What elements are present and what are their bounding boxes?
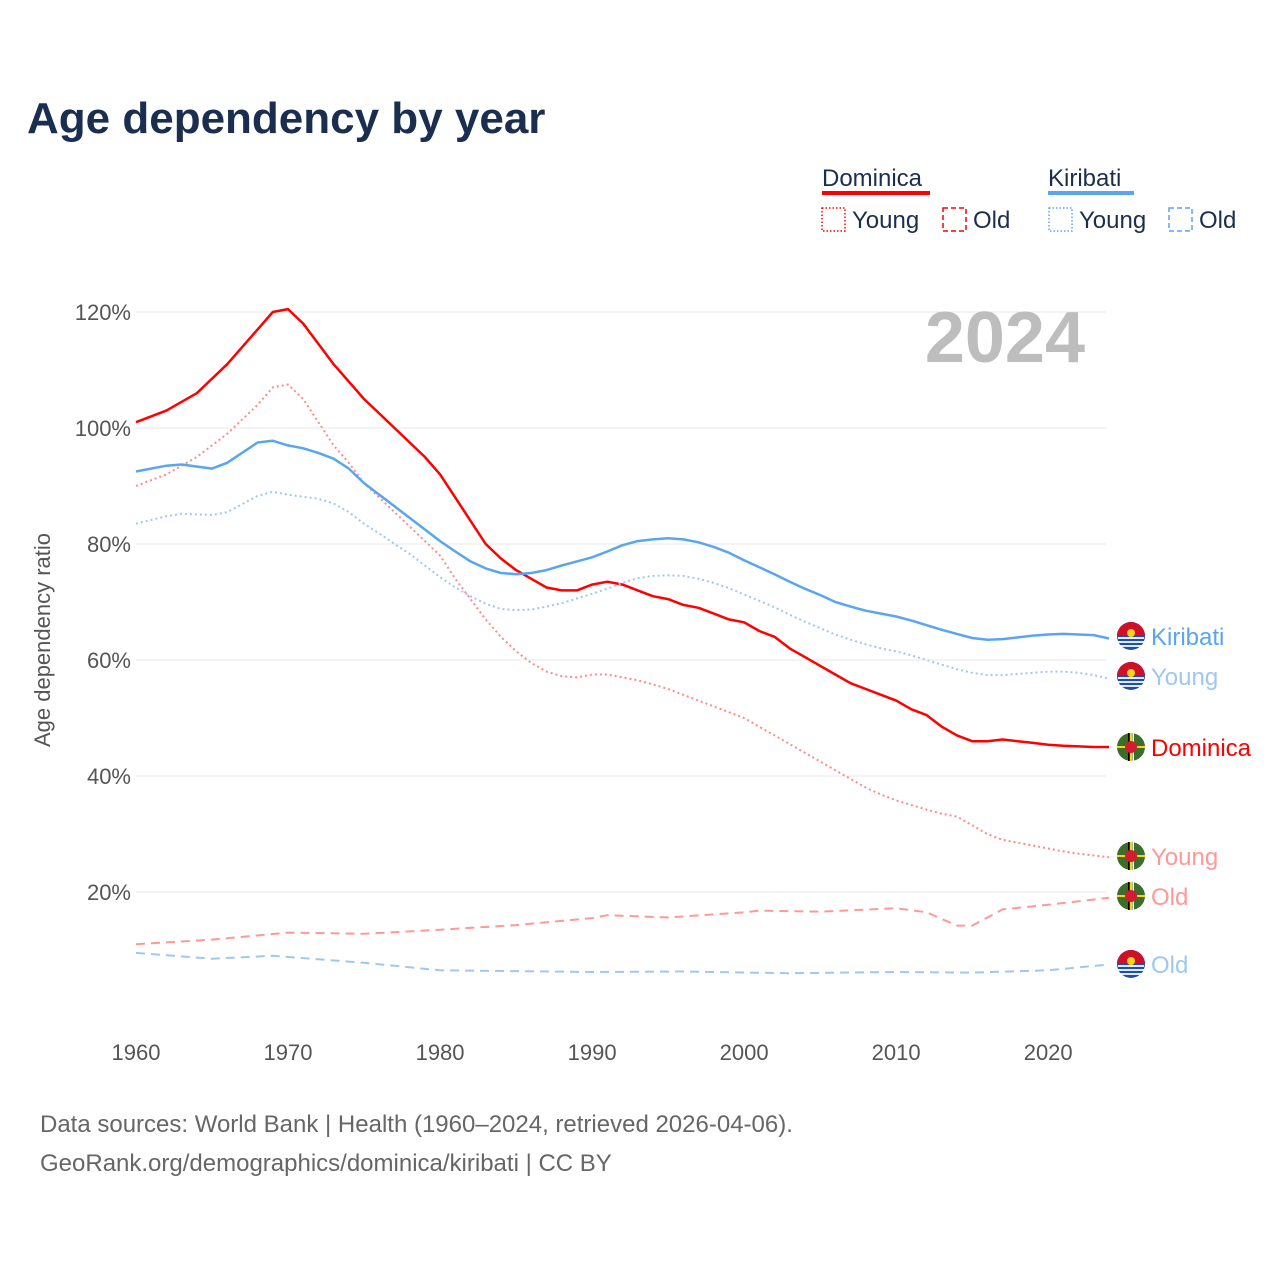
x-tick-label: 2010 <box>872 1040 921 1065</box>
dominica-total-line <box>135 307 1109 749</box>
year-label: 2024 <box>925 298 1085 378</box>
kiribati-flag-icon <box>1117 662 1145 690</box>
kiribati-young-line <box>135 490 1110 680</box>
x-tick-label: 1990 <box>568 1040 617 1065</box>
legend-kiribati-old-swatch <box>1168 207 1193 232</box>
y-tick-label: 60% <box>87 648 131 673</box>
legend-dominica-old-swatch <box>942 207 967 232</box>
dominica-flag-icon <box>1117 882 1145 910</box>
y-axis-ticks: 20% 40% 60% 80% 100% 120% <box>75 300 131 905</box>
y-tick-label: 80% <box>87 532 131 557</box>
dominica-old-line <box>135 896 1110 946</box>
legend-dominica-young-swatch <box>821 207 846 232</box>
kiribati-old-end-label: Old <box>1151 952 1188 979</box>
legend-dominica-old[interactable]: Old <box>973 207 1010 234</box>
footer-sources: Data sources: World Bank | Health (1960–… <box>40 1111 793 1138</box>
legend-group-dominica[interactable]: Dominica <box>822 165 923 192</box>
legend-kiribati-young-swatch <box>1048 207 1073 232</box>
y-tick-label: 100% <box>75 416 131 441</box>
chart-title: Age dependency by year <box>27 94 545 143</box>
kiribati-young-end-label: Young <box>1151 664 1218 691</box>
footer-link[interactable]: GeoRank.org/demographics/dominica/kiriba… <box>40 1150 612 1177</box>
x-tick-label: 1970 <box>264 1040 313 1065</box>
dominica-flag-icon <box>1117 733 1145 761</box>
series-lines <box>135 307 1110 975</box>
y-tick-label: 20% <box>87 880 131 905</box>
x-tick-label: 2020 <box>1024 1040 1073 1065</box>
kiribati-old-line <box>135 951 1110 975</box>
dominica-total-end-label: Dominica <box>1151 735 1252 762</box>
end-labels: Dominica Young Old Kiribati Young Old <box>1117 622 1252 979</box>
legend-kiribati-young[interactable]: Young <box>1079 207 1146 234</box>
legend-group-kiribati[interactable]: Kiribati <box>1048 165 1121 192</box>
x-tick-label: 1960 <box>112 1040 161 1065</box>
y-tick-label: 40% <box>87 764 131 789</box>
y-tick-label: 120% <box>75 300 131 325</box>
kiribati-total-end-label: Kiribati <box>1151 624 1224 651</box>
legend-kiribati-old[interactable]: Old <box>1199 207 1236 234</box>
legend-dominica-young[interactable]: Young <box>852 207 919 234</box>
kiribati-flag-icon <box>1117 950 1145 978</box>
y-axis-title: Age dependency ratio <box>30 533 55 747</box>
grid <box>136 311 1106 893</box>
kiribati-total-line <box>135 439 1110 641</box>
dominica-young-end-label: Young <box>1151 844 1218 871</box>
x-tick-label: 1980 <box>416 1040 465 1065</box>
dominica-young-line <box>135 383 1110 859</box>
x-tick-label: 2000 <box>720 1040 769 1065</box>
dominica-flag-icon <box>1117 842 1145 870</box>
dominica-old-end-label: Old <box>1151 884 1188 911</box>
x-axis-ticks: 1960 1970 1980 1990 2000 2010 2020 <box>112 1040 1073 1065</box>
kiribati-flag-icon <box>1117 622 1145 650</box>
legend: Dominica Young Old Kiribati Young Old <box>821 165 1236 234</box>
